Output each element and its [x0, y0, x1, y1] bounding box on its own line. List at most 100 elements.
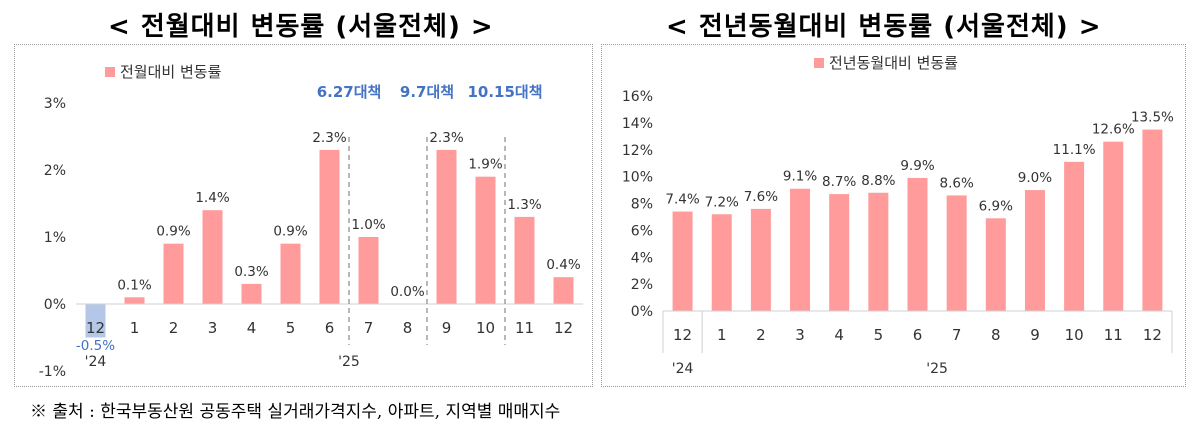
x-tick-label: 1 [717, 326, 727, 344]
bar [750, 208, 771, 311]
year-label: '24 [672, 361, 694, 377]
data-label: 0.3% [234, 264, 268, 280]
x-tick-label: 5 [286, 319, 296, 337]
data-label: 1.3% [507, 197, 541, 213]
x-tick-label: 2 [756, 326, 766, 344]
data-label: 2.3% [312, 130, 346, 146]
x-tick-label: 4 [834, 326, 844, 344]
data-label: 9.9% [900, 158, 934, 174]
yearly-change-chart-panel: 전년동월대비 변동률 0% 2% 4% 6% 8% 10% 12% 14% 16% 7.4% 7.2%… [601, 44, 1186, 387]
y-tick-label: 0% [631, 304, 653, 320]
data-label: 2.3% [429, 130, 463, 146]
data-label: 0.9% [156, 224, 190, 240]
x-tick-label: 3 [208, 319, 218, 337]
bar [124, 297, 145, 304]
x-tick-label: 12 [1143, 326, 1162, 344]
bar [475, 176, 496, 304]
x-tick-label: 6 [913, 326, 923, 344]
data-label: 12.6% [1092, 122, 1135, 138]
bar [514, 216, 535, 304]
bar [907, 177, 928, 311]
y-tick-label: 3% [44, 96, 66, 112]
data-label: 8.6% [939, 175, 973, 191]
data-label: 1.0% [351, 217, 385, 233]
x-tick-label: 4 [247, 319, 257, 337]
x-tick-label: 8 [403, 319, 413, 337]
bar [436, 149, 457, 304]
source-note: ※ 출처 : 한국부동산원 공동주택 실거래가격지수, 아파트, 지역별 매매지… [30, 402, 561, 422]
monthly-change-chart-panel: 전월대비 변동률 -1% 0% 1% 2% 3% -0.5% 0.1% 0.9% 1.4% 0.3%… [14, 44, 593, 387]
x-tick-label: 2 [169, 319, 179, 337]
x-tick-label: 8 [991, 326, 1001, 344]
year-label: '25 [926, 361, 948, 377]
bar [829, 194, 850, 311]
x-tick-label: 9 [1030, 326, 1040, 344]
x-tick-label: 11 [515, 319, 534, 337]
bar [711, 214, 732, 311]
bar [1024, 190, 1045, 311]
legend-swatch [814, 58, 824, 68]
y-tick-label: 8% [631, 197, 653, 213]
x-tick-label: 3 [795, 326, 805, 344]
x-tick-label: 10 [1065, 326, 1084, 344]
data-label: 1.4% [195, 190, 229, 206]
bar [358, 237, 379, 304]
annotation-label: 10.15대책 [467, 83, 542, 101]
x-tick-label: 12 [86, 319, 105, 337]
bar [319, 149, 340, 304]
x-tick-label: 10 [476, 319, 495, 337]
data-label: 9.0% [1018, 170, 1052, 186]
data-label: 0.0% [390, 284, 424, 300]
data-label: 7.4% [665, 192, 699, 208]
data-label: 13.5% [1131, 110, 1174, 126]
legend-label: 전년동월대비 변동률 [829, 54, 958, 72]
data-label: 9.1% [783, 169, 817, 185]
legend-swatch [105, 67, 115, 77]
bar [280, 243, 301, 304]
bar [1142, 129, 1163, 311]
x-tick-label: 7 [364, 319, 374, 337]
annotation-label: 9.7대책 [400, 83, 454, 101]
bar [672, 211, 693, 311]
data-label: 0.1% [117, 277, 151, 293]
data-label: 8.7% [822, 174, 856, 190]
bar [868, 192, 889, 311]
bar [85, 304, 106, 338]
bar [202, 210, 223, 304]
data-label: 8.8% [861, 173, 895, 189]
y-tick-label: 6% [631, 223, 653, 239]
data-label: 1.9% [468, 157, 502, 173]
y-tick-label: 16% [622, 89, 653, 105]
bar [163, 243, 184, 304]
yearly-change-chart: 전년동월대비 변동률 0% 2% 4% 6% 8% 10% 12% 14% 16% 7.4% 7.2%… [622, 54, 1174, 377]
data-label: 7.6% [744, 189, 778, 205]
x-tick-label: 9 [442, 319, 452, 337]
y-tick-label: 14% [622, 116, 653, 132]
data-label: 0.4% [546, 257, 580, 273]
left-chart-title: < 전월대비 변동률 (서울전체) > [108, 12, 494, 42]
data-label: -0.5% [76, 338, 115, 354]
y-tick-label: 4% [631, 250, 653, 266]
bar [790, 188, 811, 311]
bar [1103, 141, 1124, 311]
y-tick-label: 1% [44, 230, 66, 246]
x-tick-label: 12 [673, 326, 692, 344]
year-label: '25 [338, 354, 360, 370]
x-tick-label: 11 [1104, 326, 1123, 344]
bar [946, 195, 967, 311]
monthly-change-chart: 전월대비 변동률 -1% 0% 1% 2% 3% -0.5% 0.1% 0.9% 1.4% 0.3%… [39, 63, 583, 380]
legend-label: 전월대비 변동률 [120, 63, 222, 81]
bar [985, 218, 1006, 311]
x-tick-label: 12 [554, 319, 573, 337]
x-tick-label: 6 [325, 319, 335, 337]
x-tick-label: 7 [952, 326, 962, 344]
bar [553, 277, 574, 304]
annotation-label: 6.27대책 [317, 83, 382, 101]
data-label: 0.9% [273, 224, 307, 240]
x-tick-label: 1 [130, 319, 140, 337]
y-tick-label: 2% [631, 277, 653, 293]
data-label: 7.2% [705, 194, 739, 210]
x-tick-label: 5 [874, 326, 884, 344]
data-label: 6.9% [979, 198, 1013, 214]
year-label: '24 [85, 354, 107, 370]
